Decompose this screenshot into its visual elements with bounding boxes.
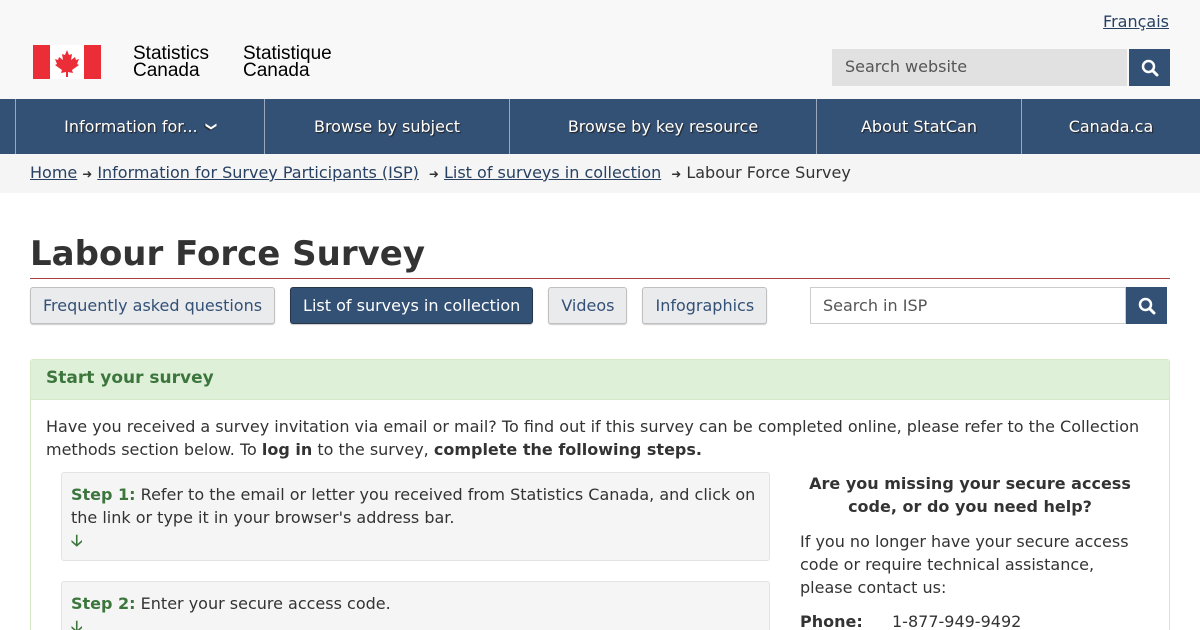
videos-button[interactable]: Videos — [548, 287, 628, 324]
site-search: Search website — [832, 49, 1170, 86]
help-title: Are you missing your secure access code,… — [809, 474, 1131, 516]
page-title: Labour Force Survey — [30, 234, 425, 274]
step-label: Step 1: — [71, 485, 136, 504]
infographics-button[interactable]: Infographics — [642, 287, 768, 324]
title-divider — [30, 278, 1170, 279]
search-button[interactable] — [1129, 49, 1170, 86]
breadcrumb-home[interactable]: Home — [30, 163, 78, 182]
breadcrumb: Home ➜ Information for Survey Participants… — [0, 154, 1200, 193]
intro-part: to the survey, — [312, 440, 434, 459]
canada-flag-icon — [33, 45, 101, 79]
phone-label: Phone: — [800, 612, 863, 630]
step-text: Refer to the email or letter you receive… — [71, 485, 756, 527]
step-1: Step 1: Refer to the email or letter you… — [61, 472, 770, 561]
intro-text: Have you received a survey invitation vi… — [46, 415, 1146, 461]
isp-search-button[interactable] — [1126, 287, 1167, 324]
statcan-logo[interactable]: Statistics Canada Statistique Canada — [33, 43, 353, 81]
breadcrumb-current: Labour Force Survey — [686, 163, 851, 182]
breadcrumb-isp[interactable]: Information for Survey Participants (ISP… — [97, 163, 419, 182]
main-nav: Information for... ❯ Browse by subject Br… — [0, 99, 1200, 154]
arrow-down-icon: 🡣 — [71, 531, 83, 550]
arrow-right-icon: ➜ — [671, 167, 682, 181]
start-survey-panel: Start your survey Have you received a su… — [30, 359, 1170, 630]
nav-label: Information for... — [64, 117, 198, 136]
step-label: Step 2: — [71, 594, 136, 613]
breadcrumb-list-of-surveys[interactable]: List of surveys in collection — [443, 163, 662, 182]
isp-search: Search in ISP — [810, 287, 1167, 324]
arrow-right-icon: ➜ — [82, 167, 93, 181]
chevron-down-icon: ❯ — [204, 121, 218, 132]
arrow-right-icon: ➜ — [428, 167, 439, 181]
logo-text-en: Statistics Canada — [133, 43, 210, 81]
faq-button[interactable]: Frequently asked questions — [30, 287, 276, 324]
nav-browse-by-subject[interactable]: Browse by subject — [264, 99, 509, 154]
nav-canada-ca[interactable]: Canada.ca — [1021, 99, 1200, 154]
arrow-down-icon: 🡣 — [71, 617, 83, 630]
panel-title: Start your survey — [31, 360, 1169, 400]
language-toggle-link[interactable]: Français — [1103, 12, 1169, 31]
help-text: If you no longer have your secure access… — [800, 532, 1129, 597]
logo-text-fr: Statistique Canada — [243, 43, 332, 81]
nav-about-statcan[interactable]: About StatCan — [816, 99, 1021, 154]
intro-bold: log in — [261, 440, 313, 459]
list-of-surveys-button[interactable]: List of surveys in collection — [290, 287, 534, 324]
isp-search-input[interactable]: Search in ISP — [810, 287, 1126, 324]
step-2: Step 2: Enter your secure access code. 🡣 — [61, 581, 770, 630]
header: Français Statistics Canada Statistique Can… — [0, 0, 1200, 99]
nav-browse-by-key-resource[interactable]: Browse by key resource — [509, 99, 816, 154]
search-icon — [1141, 59, 1158, 76]
step-text: Enter your secure access code. — [135, 594, 391, 613]
nav-information-for[interactable]: Information for... ❯ — [15, 99, 264, 154]
search-input[interactable]: Search website — [832, 49, 1127, 86]
help-box: Are you missing your secure access code,… — [800, 472, 1140, 630]
intro-part: Have you received a survey invitation vi… — [46, 417, 1140, 459]
phone-number[interactable]: 1-877-949-9492 — [892, 612, 1022, 630]
isp-button-group: Frequently asked questions List of surve… — [30, 287, 782, 324]
phone-row: Phone: 1-877-949-9492 — [800, 610, 1140, 630]
intro-bold: complete the following steps. — [433, 440, 702, 459]
search-icon — [1138, 297, 1155, 314]
